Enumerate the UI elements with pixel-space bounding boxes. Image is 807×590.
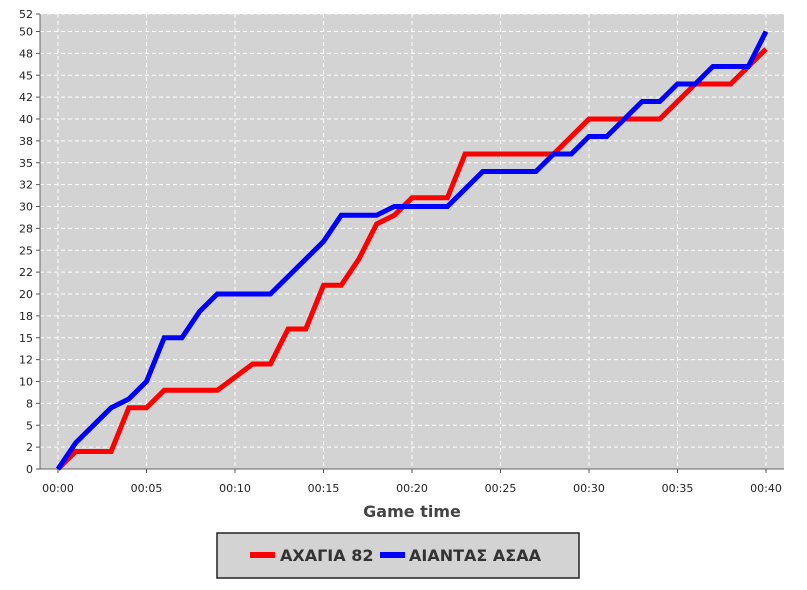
y-tick-label: 28	[19, 222, 33, 235]
series-line-1	[55, 30, 769, 471]
y-tick-label: 18	[19, 310, 33, 323]
y-tick-label: 10	[19, 376, 33, 389]
y-tick-label: 20	[19, 288, 33, 301]
y-tick-label: 32	[19, 179, 33, 192]
legend-label-1: ΑΙΑΝΤΑΣ ΑΣΑΑ	[409, 546, 542, 565]
y-tick-label: 15	[19, 332, 33, 345]
series-line-0	[56, 47, 768, 471]
y-tick-label: 22	[19, 266, 33, 279]
y-tick-label: 45	[19, 69, 33, 82]
y-tick-label: 52	[19, 8, 33, 21]
y-tick-label: 5	[26, 419, 33, 432]
x-tick-label: 00:00	[42, 482, 74, 495]
x-tick-label: 00:35	[662, 482, 694, 495]
x-tick-label: 00:10	[219, 482, 251, 495]
x-tick-label: 00:20	[396, 482, 428, 495]
y-tick-label: 48	[19, 47, 33, 60]
legend-label-0: ΑΧΑΓΙΑ 82	[280, 546, 373, 565]
y-tick-label: 50	[19, 26, 33, 39]
y-tick-label: 40	[19, 113, 33, 126]
legend: ΑΧΑΓΙΑ 82 ΑΙΑΝΤΑΣ ΑΣΑΑ	[216, 532, 580, 579]
x-tick-label: 00:25	[485, 482, 517, 495]
series-lines	[55, 30, 769, 471]
y-tick-label: 42	[19, 91, 33, 104]
y-tick-label: 30	[19, 201, 33, 214]
y-tick-label: 35	[19, 157, 33, 170]
y-tick-label: 38	[19, 135, 33, 148]
x-tick-label: 00:05	[131, 482, 163, 495]
y-tick-label: 25	[19, 244, 33, 257]
x-tick-label: 00:30	[573, 482, 605, 495]
legend-swatch-blue	[380, 552, 405, 558]
legend-swatch-red	[250, 552, 275, 558]
y-tick-label: 12	[19, 354, 33, 367]
y-tick-label: 8	[26, 397, 33, 410]
x-axis-ticks: 00:00 00:05 00:10 00:15 00:20 00:25 00:30 00:35…	[42, 469, 782, 495]
x-tick-label: 00:15	[308, 482, 340, 495]
y-tick-label: 0	[26, 463, 33, 476]
y-tick-label: 2	[26, 441, 33, 454]
x-tick-label: 00:40	[750, 482, 782, 495]
x-axis-title: Game time	[363, 502, 461, 521]
